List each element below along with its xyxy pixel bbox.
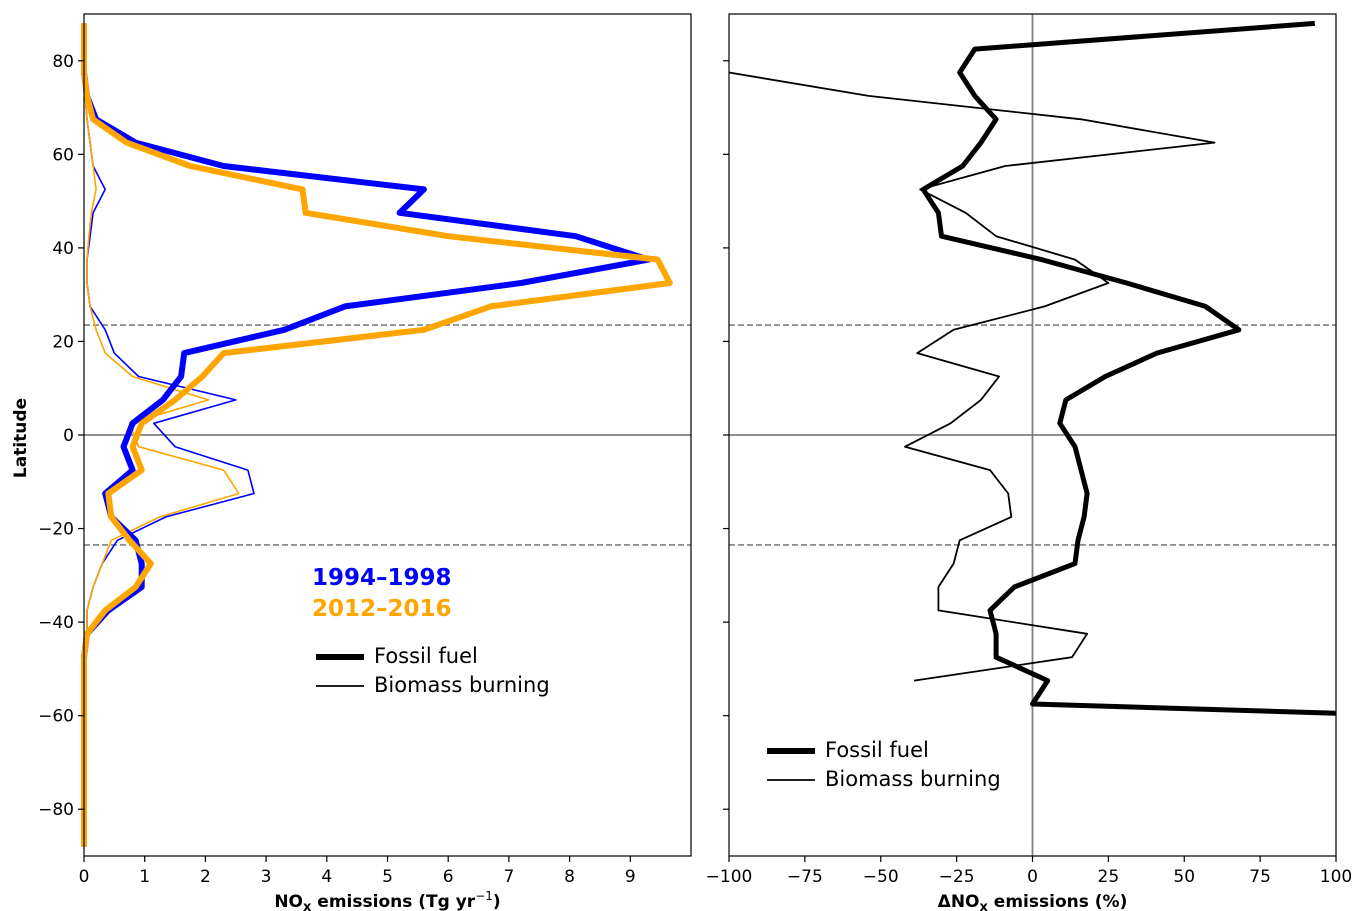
x-tick-label: −50 <box>863 867 899 887</box>
y-tick-label: −60 <box>38 707 74 727</box>
y-tick-label: 80 <box>52 52 74 72</box>
x-tick-label: 6 <box>443 867 454 887</box>
y-tick-label: 0 <box>63 426 74 446</box>
legend-biomass-burning-label: Biomass burning <box>374 673 550 697</box>
x-axis-title-superscript: −1 <box>475 889 493 903</box>
x-axis-title: ΔNOx emissions (%) <box>938 892 1128 911</box>
x-tick-label: 100 <box>1320 867 1352 887</box>
x-axis-title-middle: emissions (Tg yr <box>311 892 475 911</box>
x-tick-label: 50 <box>1173 867 1195 887</box>
emissions-panel: 0 1 2 3 4 5 6 7 8 9 80 60 40 20 0 −20 −40 −60 −80 NOx emi… <box>11 13 692 911</box>
legend-fossil-fuel-label: Fossil fuel <box>374 644 478 668</box>
x-axis-title-end: ) <box>493 892 501 911</box>
legend: Fossil fuel Biomass burning <box>316 644 550 697</box>
reference-lines <box>729 14 1336 856</box>
y-axis-ticks: 80 60 40 20 0 −20 −40 −60 −80 <box>38 52 84 820</box>
x-tick-label: −75 <box>787 867 823 887</box>
period-label-1994-1998: 1994–1998 <box>312 565 452 591</box>
x-tick-label: 4 <box>321 867 332 887</box>
y-tick-label: 40 <box>52 239 74 259</box>
series-line-biomass-burning <box>728 71 1216 682</box>
x-tick-label: −25 <box>939 867 975 887</box>
y-axis-title: Latitude <box>11 398 31 478</box>
series-line-biomass-burning-2012-2016 <box>83 95 240 681</box>
x-tick-label: 25 <box>1098 867 1120 887</box>
legend-biomass-burning-label: Biomass burning <box>825 767 1001 791</box>
y-tick-label: −80 <box>38 800 74 820</box>
x-axis-title-rest: emissions (%) <box>988 892 1127 911</box>
change-panel: −100 −75 −50 −25 0 25 50 75 100 ΔNOx emissions (… <box>706 13 1352 911</box>
y-tick-label: −20 <box>38 520 74 540</box>
x-tick-label: 0 <box>79 867 90 887</box>
x-axis-title-main: ΔNO <box>938 892 980 911</box>
legend-fossil-fuel-label: Fossil fuel <box>825 738 929 762</box>
y-tick-label: −40 <box>38 613 74 633</box>
x-axis-title-main: NO <box>274 892 303 911</box>
reference-lines <box>84 324 691 546</box>
x-axis-title-subscript: x <box>980 900 989 911</box>
y-tick-label: 20 <box>52 332 74 352</box>
x-tick-label: 3 <box>261 867 272 887</box>
legend: Fossil fuel Biomass burning <box>767 738 1001 791</box>
x-tick-label: 2 <box>200 867 211 887</box>
x-tick-label: 1 <box>139 867 150 887</box>
series-line-fossil-fuel <box>920 20 1337 716</box>
y-tick-label: 60 <box>52 145 74 165</box>
series-lines <box>728 20 1337 716</box>
x-axis-ticks: 0 1 2 3 4 5 6 7 8 9 <box>79 856 636 887</box>
period-label-2012-2016: 2012–2016 <box>312 596 452 622</box>
x-tick-label: −100 <box>706 867 753 887</box>
x-axis-title: NOx emissions (Tg yr−1) <box>274 889 500 911</box>
x-axis-title-subscript: x <box>303 900 312 911</box>
x-tick-label: 75 <box>1249 867 1271 887</box>
y-axis-ticks <box>723 60 729 810</box>
x-axis-ticks: −100 −75 −50 −25 0 25 50 75 100 <box>706 856 1352 887</box>
x-tick-label: 7 <box>503 867 514 887</box>
x-tick-label: 9 <box>625 867 636 887</box>
x-tick-label: 8 <box>564 867 575 887</box>
x-tick-label: 0 <box>1027 867 1038 887</box>
x-tick-label: 5 <box>382 867 393 887</box>
